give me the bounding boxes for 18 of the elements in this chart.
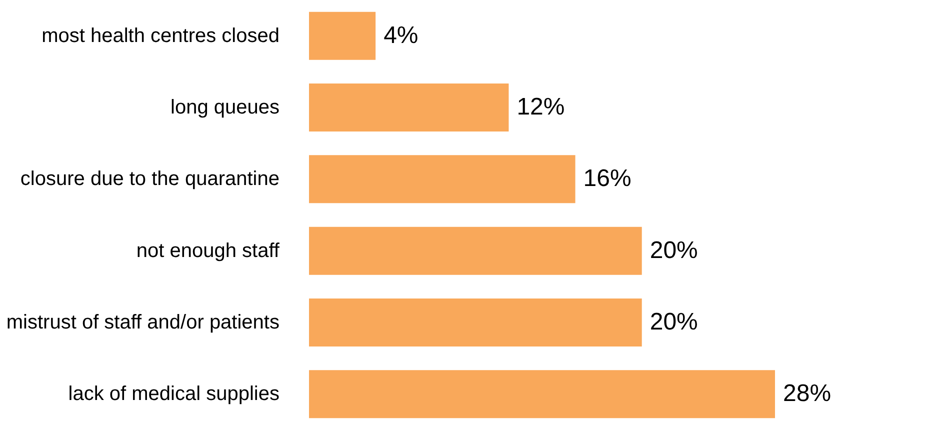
y-tick-label: not enough staff [136,240,280,262]
bar [309,370,775,418]
data-label: 20% [650,308,698,336]
data-label: 12% [516,94,565,120]
bar [309,226,642,275]
y-tick-label: long queues [170,96,280,118]
y-tick-label: mistrust of staff and/or patients [6,312,280,334]
data-label: 4% [384,22,418,49]
data-label: 20% [650,236,698,264]
bar [309,84,509,132]
y-tick-label: most health centres closed [42,24,280,47]
data-label: 16% [583,165,632,192]
y-tick-label: closure due to the quarantine [20,168,280,190]
bar [309,298,642,346]
bar [309,155,576,204]
bar [309,12,376,60]
y-tick-label: lack of medical supplies [68,383,280,406]
data-label: 28% [783,380,832,408]
